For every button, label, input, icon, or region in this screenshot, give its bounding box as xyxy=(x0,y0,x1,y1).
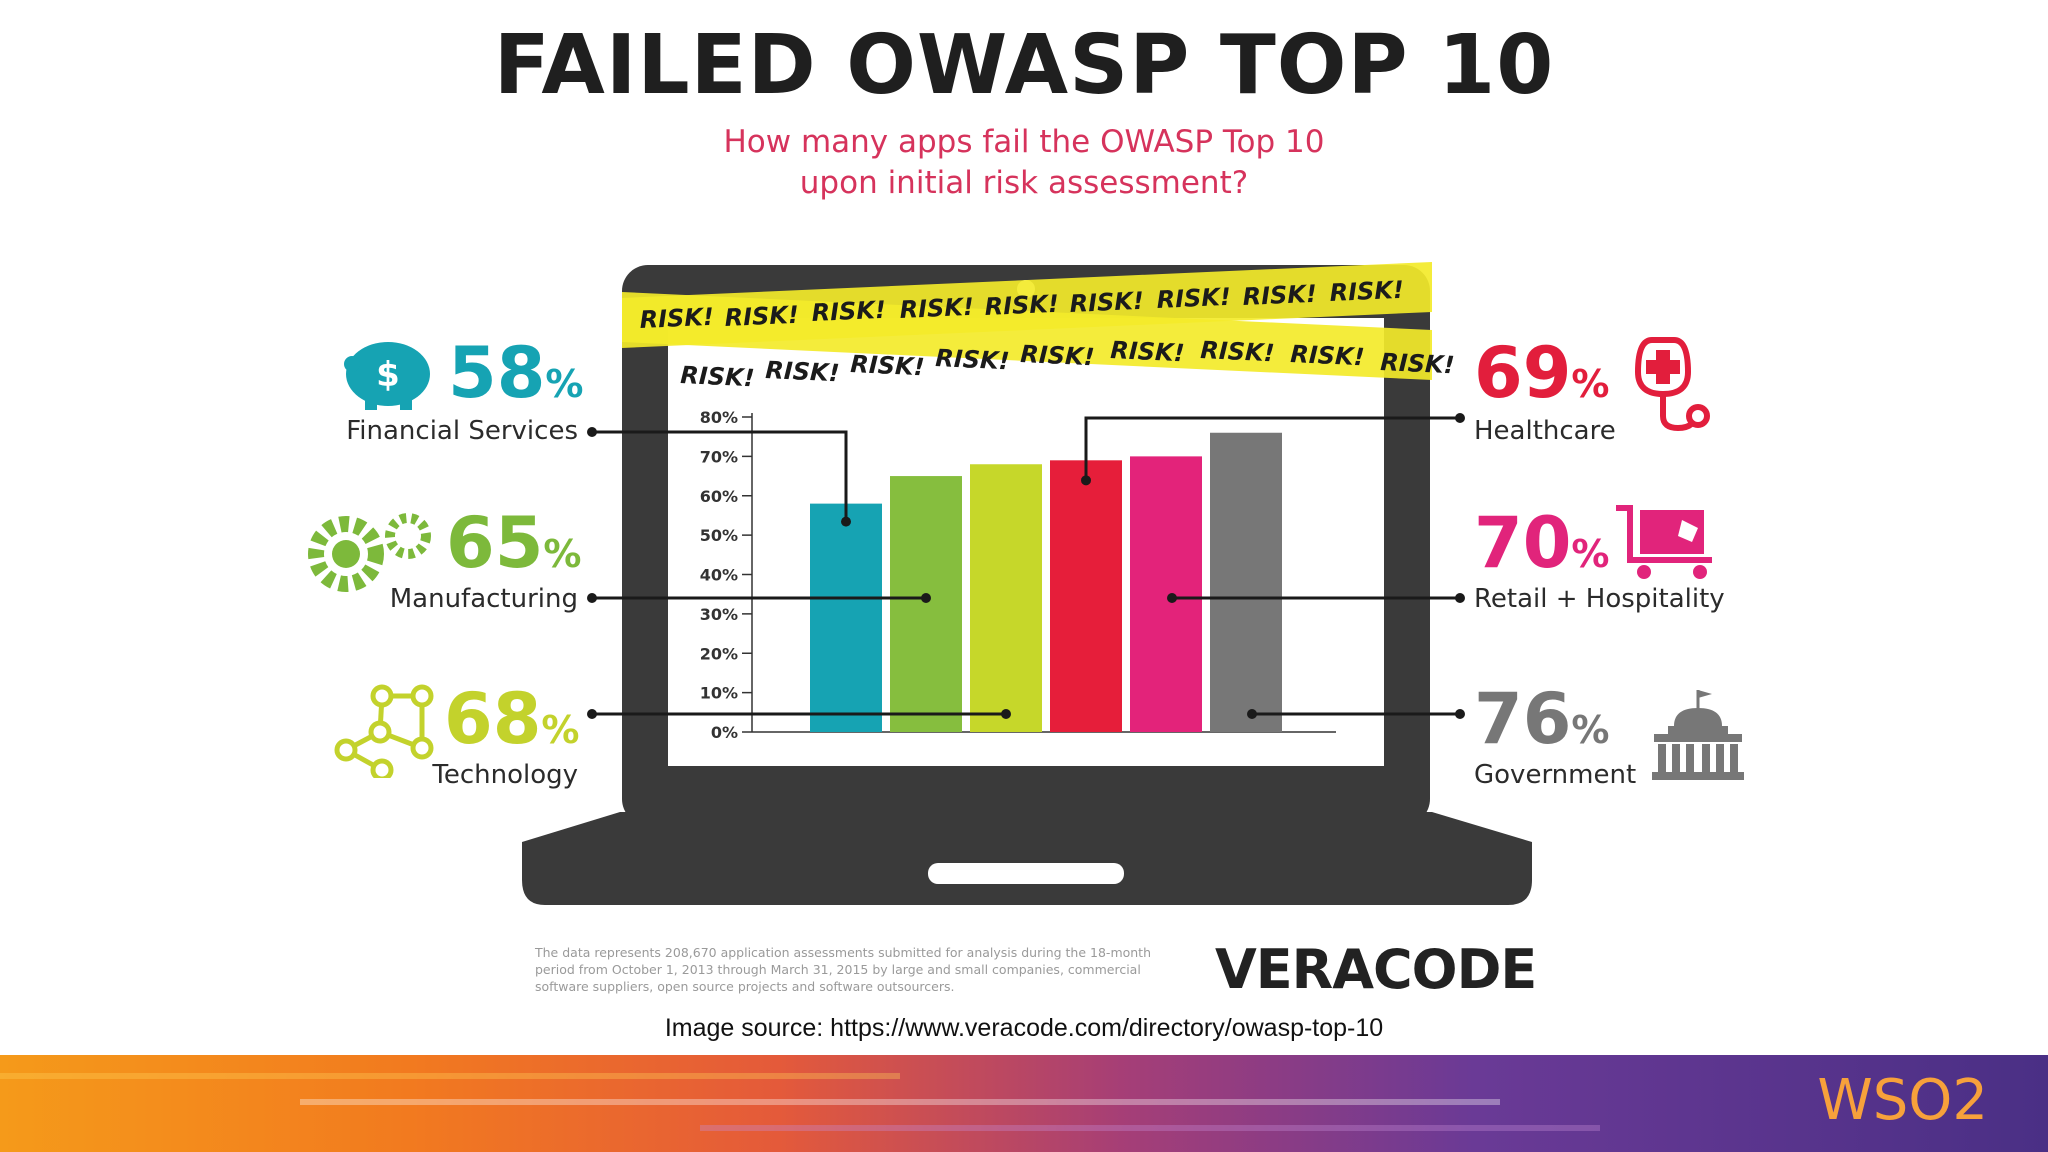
risk-tape-label: RISK! xyxy=(1290,340,1365,371)
risk-tape-label: RISK! xyxy=(639,303,714,334)
leader-dot xyxy=(1455,413,1465,423)
risk-tape-label: RISK! xyxy=(811,296,886,327)
y-tick-label: 30% xyxy=(700,605,738,624)
bar-financial-services xyxy=(810,503,882,732)
banner-stripe xyxy=(700,1125,1600,1131)
risk-tape-label: RISK! xyxy=(724,301,799,332)
y-tick-labels: 0% 10% 20% 30% 40% 50% 60% 70% 80% xyxy=(700,408,752,742)
piggy-bank-icon: $ xyxy=(344,342,430,410)
y-tick-label: 20% xyxy=(700,644,738,663)
risk-tape-label: RISK! xyxy=(1069,287,1144,318)
leader-dot xyxy=(921,593,931,603)
leader-dot xyxy=(1167,593,1177,603)
subtitle-line-2: upon initial risk assessment? xyxy=(799,165,1249,201)
leader-healthcare xyxy=(1084,416,1460,481)
risk-tape-label: RISK! xyxy=(1329,276,1404,307)
risk-tape-label: RISK! xyxy=(899,293,974,324)
leader-dot xyxy=(1081,475,1091,486)
banner-stripe xyxy=(300,1099,1500,1105)
veracode-logo: VERACODE xyxy=(1215,938,1537,1001)
laptop-base xyxy=(522,812,1532,905)
svg-text:$: $ xyxy=(376,355,400,395)
gears-icon xyxy=(308,513,431,592)
government-label: Government xyxy=(1474,760,1637,790)
leader-dot xyxy=(1247,709,1257,719)
retail-hospitality-label: Retail + Hospitality xyxy=(1474,584,1725,614)
risk-tape-label: RISK! xyxy=(1200,336,1275,367)
y-tick-label: 0% xyxy=(711,723,738,742)
technology-label: Technology xyxy=(432,760,578,790)
image-source-caption: Image source: https://www.veracode.com/d… xyxy=(664,1014,1384,1042)
risk-tape-label: RISK! xyxy=(1020,340,1095,371)
page-title: FAILED OWASP TOP 10 xyxy=(493,18,1555,113)
stethoscope-icon xyxy=(1634,337,1710,432)
capitol-building-icon xyxy=(1652,690,1744,780)
y-tick-label: 40% xyxy=(700,566,738,585)
bar-technology xyxy=(970,464,1042,732)
risk-tape-label: RISK! xyxy=(984,290,1059,321)
bar-manufacturing xyxy=(890,476,962,732)
retail-hospitality-value: 70% xyxy=(1474,502,1610,584)
subtitle: How many apps fail the OWASP Top 10 upon… xyxy=(524,122,1524,204)
leader-dot xyxy=(587,593,597,603)
risk-tape-label: RISK! xyxy=(935,344,1010,375)
bar-retail-hospitality xyxy=(1130,456,1202,732)
risk-tape-label: RISK! xyxy=(1242,280,1317,311)
technology-value: 68% xyxy=(444,678,580,760)
y-tick-label: 10% xyxy=(700,684,738,703)
financial-services-label: Financial Services xyxy=(346,416,578,446)
manufacturing-label: Manufacturing xyxy=(389,584,578,614)
y-tick-label: 50% xyxy=(700,526,738,545)
leader-dot xyxy=(1001,709,1011,719)
leader-financial-services xyxy=(592,430,848,522)
y-tick-label: 60% xyxy=(700,487,738,506)
risk-tape-label: RISK! xyxy=(850,350,925,381)
leader-dot xyxy=(587,709,597,719)
caution-tape-group: RISK! RISK! RISK! RISK! RISK! RISK! RISK! RISK!… xyxy=(622,262,1455,392)
laptop-touchpad xyxy=(928,863,1124,884)
leader-dot xyxy=(1455,593,1465,603)
risk-tape-label: RISK! xyxy=(1380,348,1455,379)
bar-healthcare xyxy=(1050,460,1122,732)
y-tick-label: 70% xyxy=(700,447,738,466)
shopping-cart-icon xyxy=(1616,505,1712,579)
network-nodes-icon xyxy=(334,684,434,778)
bar-government xyxy=(1210,432,1282,732)
financial-services-value: 58% xyxy=(448,332,584,414)
banner-stripe xyxy=(0,1073,900,1079)
leader-lines xyxy=(587,413,1465,719)
data-footnote: The data represents 208,670 application … xyxy=(535,945,1152,994)
manufacturing-value: 65% xyxy=(446,502,582,584)
subtitle-line-1: How many apps fail the OWASP Top 10 xyxy=(723,124,1325,160)
risk-tape-label: RISK! xyxy=(680,361,755,392)
leader-dot xyxy=(841,516,851,527)
tape-labels: RISK! RISK! RISK! RISK! RISK! RISK! RISK! RISK!… xyxy=(639,276,1455,393)
leader-dot xyxy=(587,427,597,437)
bars xyxy=(810,432,1282,732)
footer-banner xyxy=(0,1055,2048,1152)
healthcare-value: 69% xyxy=(1474,332,1610,414)
risk-tape-label: RISK! xyxy=(1156,283,1231,314)
risk-tape-label: RISK! xyxy=(1110,336,1185,367)
government-value: 76% xyxy=(1474,678,1610,760)
leader-dot xyxy=(1455,709,1465,719)
healthcare-label: Healthcare xyxy=(1474,416,1616,446)
wso2-logo: WSO2 xyxy=(1817,1068,1988,1133)
risk-tape-label: RISK! xyxy=(765,356,840,387)
caution-tape-b xyxy=(622,292,1432,380)
y-tick-label: 80% xyxy=(700,408,738,427)
